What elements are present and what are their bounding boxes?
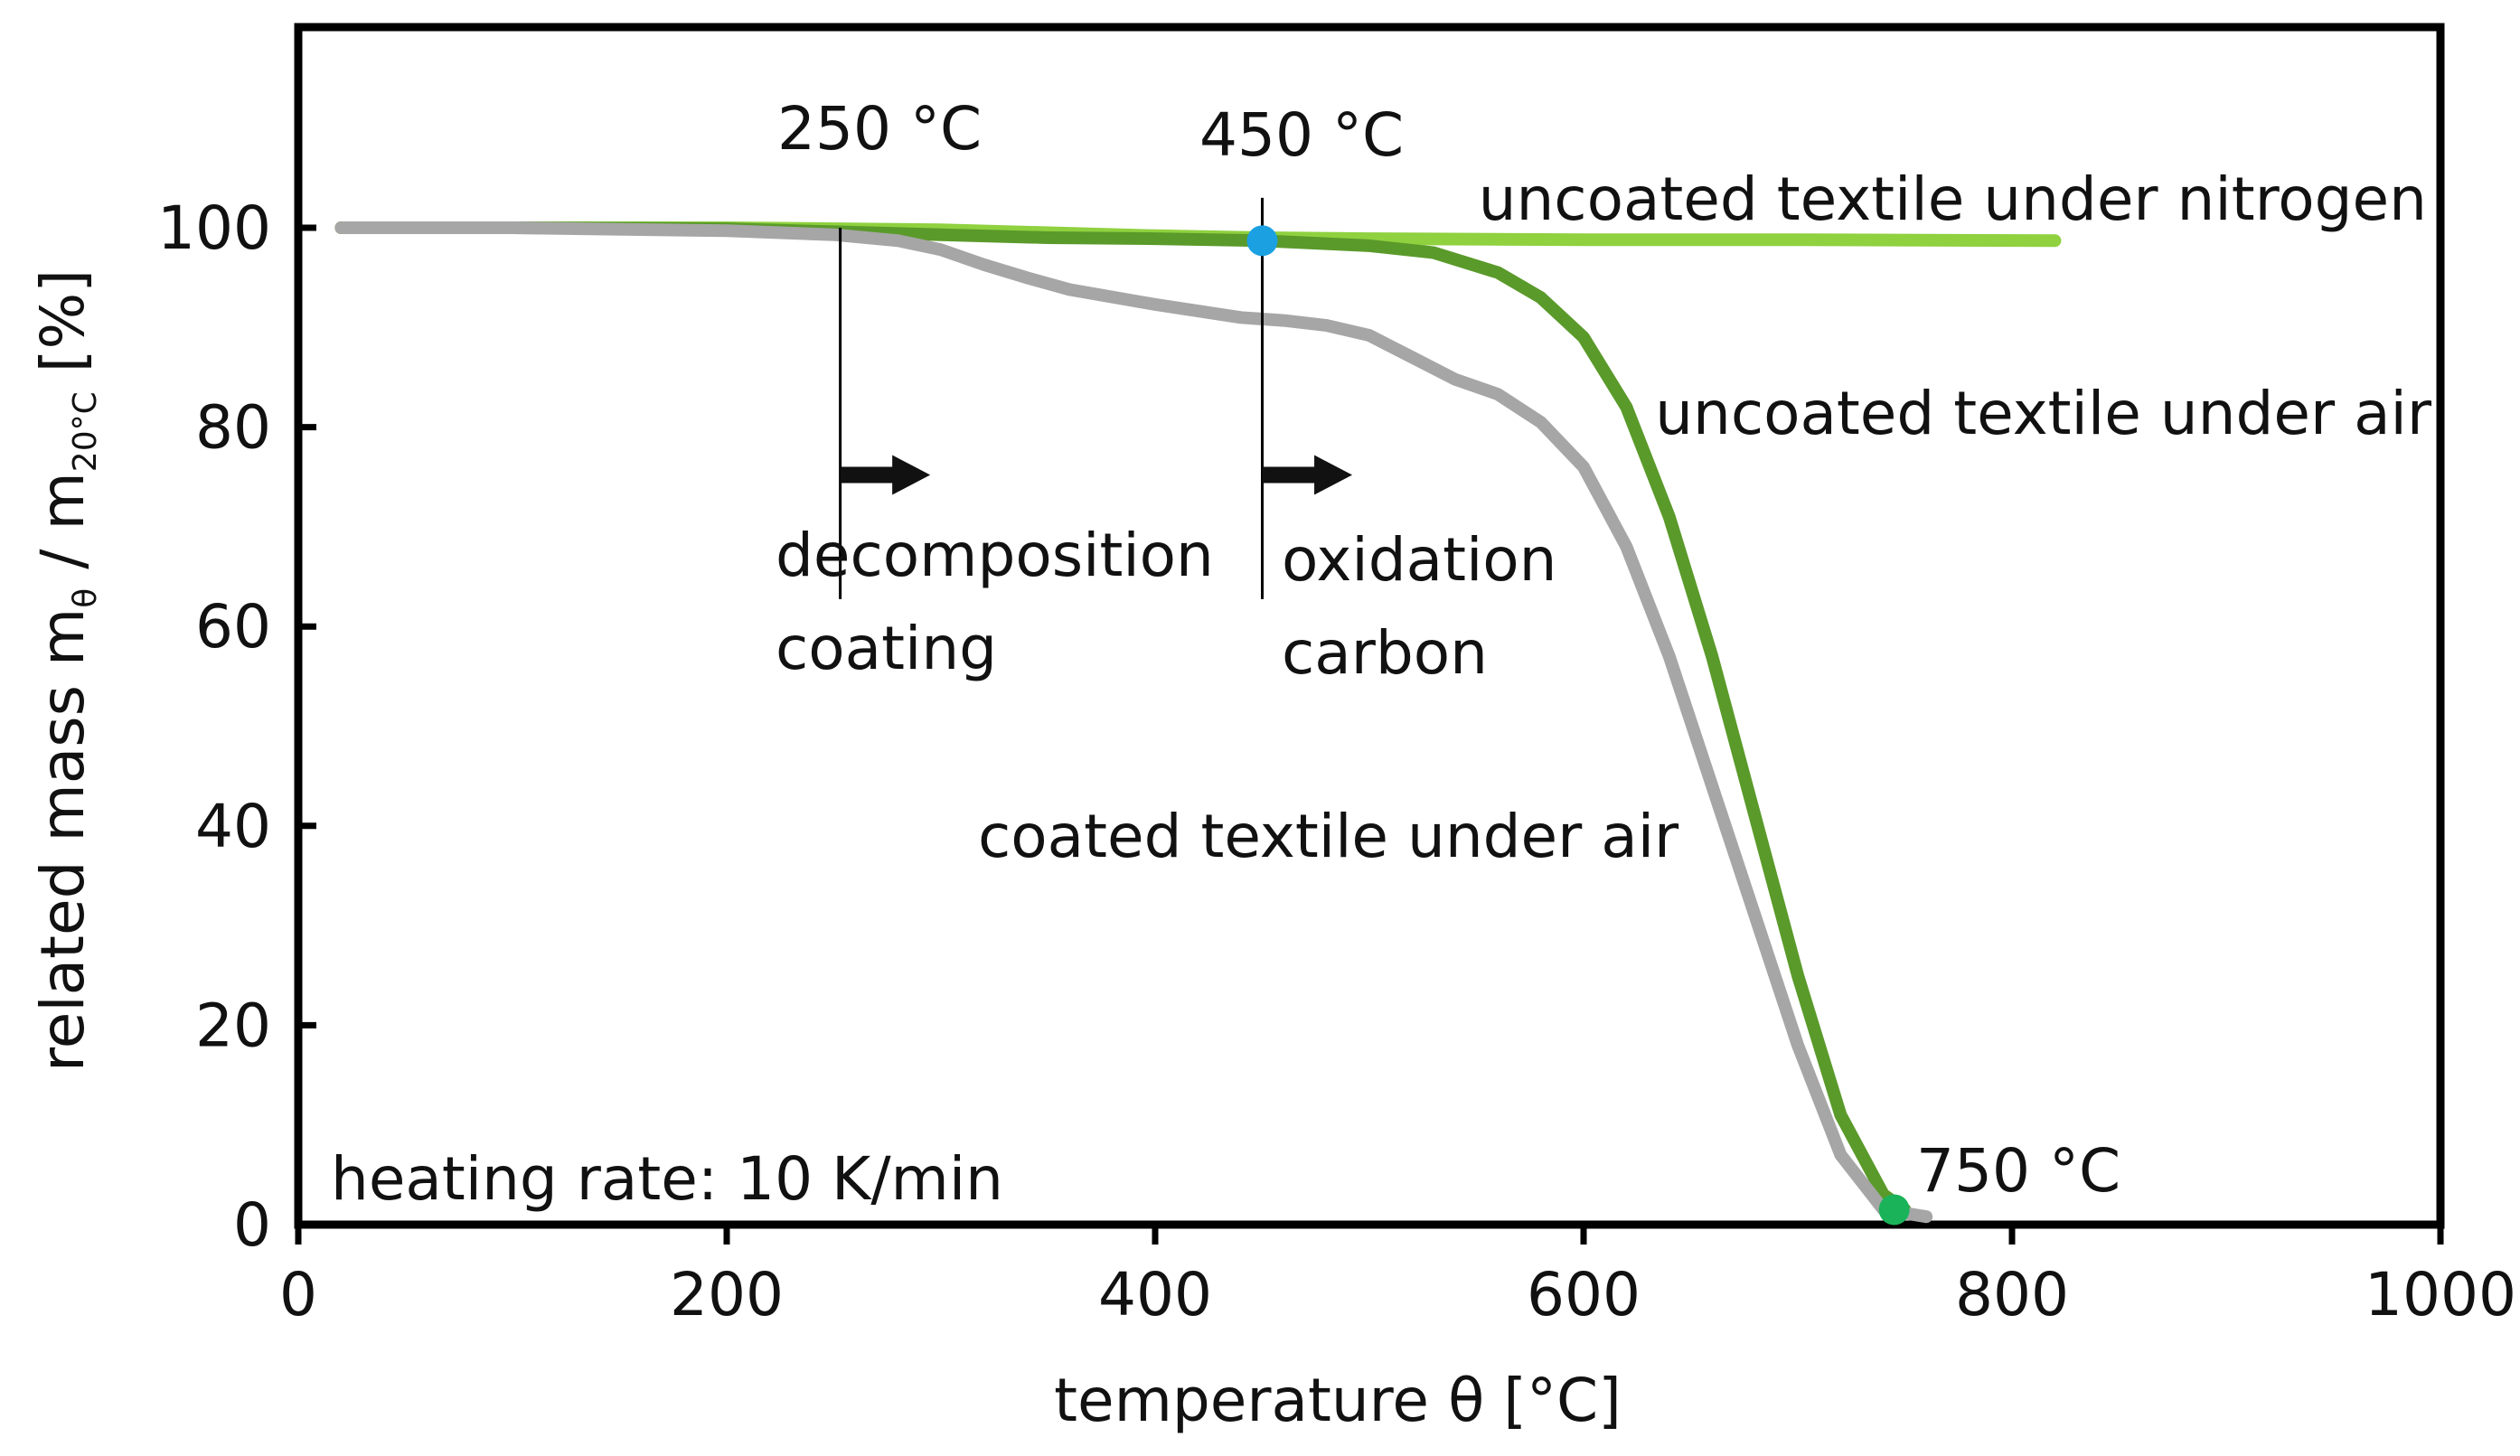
y-tick-label: 0: [233, 1190, 271, 1260]
x-tick-label: 200: [670, 1260, 784, 1329]
x-tick-label: 400: [1098, 1260, 1212, 1329]
label-250c: 250 °C: [777, 94, 982, 164]
series-line-2: [334, 221, 1933, 1224]
series-label-uncoated-air: uncoated textile under air: [1655, 379, 2432, 448]
y-tick-label: 80: [195, 393, 271, 463]
label-450c: 450 °C: [1199, 100, 1404, 170]
label-heating-rate: heating rate: 10 K/min: [331, 1144, 1003, 1214]
point-marker: [1878, 1194, 1910, 1226]
x-tick-label: 600: [1527, 1260, 1641, 1329]
series-label-coated-air: coated textile under air: [978, 802, 1679, 871]
y-axis-ticks: 0 20 40 60 80 100: [157, 193, 316, 1260]
y-label-end: [%]: [28, 269, 98, 391]
point-markers: [1246, 225, 1910, 1226]
x-tick-label: 800: [1955, 1260, 2069, 1329]
y-label-sub2: 20°C: [67, 391, 104, 472]
right-arrow-icon: [840, 455, 931, 495]
series-label-nitrogen: uncoated textile under nitrogen: [1479, 164, 2427, 234]
y-tick-label: 20: [195, 991, 271, 1060]
y-tick-label: 40: [195, 792, 271, 861]
y-label-main: related mass m: [28, 608, 98, 1072]
label-oxidation: oxidation: [1282, 525, 1557, 595]
y-label-mid: / m: [28, 472, 98, 588]
y-tick-label: 100: [157, 193, 271, 263]
x-axis-ticks: 0 200 400 600 800 1000: [279, 1225, 2516, 1329]
x-tick-label: 1000: [2365, 1260, 2516, 1329]
label-750c: 750 °C: [1916, 1136, 2120, 1206]
point-marker: [1246, 225, 1278, 257]
label-decomposition: decomposition: [776, 521, 1214, 590]
y-axis-label: related mass mθ / m20°C [%]: [28, 269, 104, 1072]
annotation-arrows: [840, 455, 1353, 495]
right-arrow-icon: [1262, 455, 1353, 495]
x-tick-label: 0: [279, 1260, 317, 1329]
y-tick-label: 60: [195, 592, 271, 662]
series-group: [334, 221, 2062, 1224]
label-carbon: carbon: [1282, 618, 1488, 688]
y-label-sub1: θ: [67, 588, 104, 608]
annotation-lines: [839, 197, 1264, 599]
x-axis-label: temperature θ [°C]: [1054, 1366, 1622, 1435]
label-coating: coating: [776, 614, 997, 683]
